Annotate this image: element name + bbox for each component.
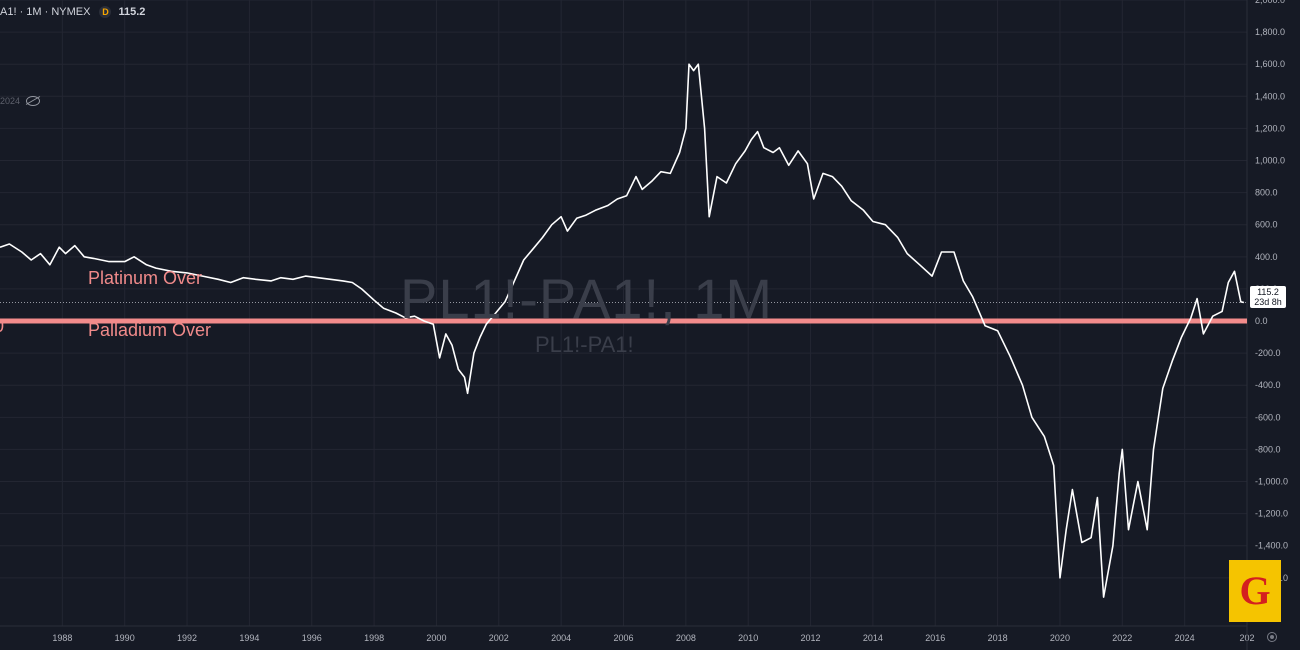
eye-hidden-icon[interactable] bbox=[26, 96, 41, 106]
x-tick-label: 2006 bbox=[613, 633, 633, 643]
publisher-logo: G bbox=[1229, 560, 1281, 622]
y-tick-label: -1,400.0 bbox=[1255, 541, 1288, 551]
data-badge: D bbox=[99, 6, 112, 18]
y-tick-label: 400.0 bbox=[1255, 252, 1278, 262]
x-tick-label: 2024 bbox=[1175, 633, 1195, 643]
palladium-over-label: Palladium Over bbox=[88, 320, 212, 340]
watermark-title: PL1!-PA1!, 1M bbox=[400, 267, 774, 330]
zero-line-label: 0 bbox=[0, 316, 4, 337]
y-tick-label: 1,000.0 bbox=[1255, 156, 1285, 166]
hidden-indicator-label: 2024 bbox=[0, 96, 21, 106]
y-tick-label: -200.0 bbox=[1255, 348, 1281, 358]
y-tick-label: -400.0 bbox=[1255, 380, 1281, 390]
y-tick-label: 1,200.0 bbox=[1255, 123, 1285, 133]
watermark-subtitle: PL1!-PA1! bbox=[535, 332, 634, 357]
y-tick-label: -600.0 bbox=[1255, 412, 1281, 422]
symbol-legend[interactable]: A1! · 1M · NYMEX D 115.2 bbox=[0, 3, 145, 21]
x-tick-label: 1998 bbox=[364, 633, 384, 643]
x-tick-label: 2004 bbox=[551, 633, 571, 643]
bar-countdown: 23d 8h bbox=[1254, 297, 1282, 307]
x-tick-label: 2022 bbox=[1112, 633, 1132, 643]
y-tick-label: 800.0 bbox=[1255, 188, 1278, 198]
x-tick-label: 1996 bbox=[302, 633, 322, 643]
x-tick-label: 2018 bbox=[988, 633, 1008, 643]
series-line bbox=[0, 63, 1245, 598]
platinum-over-label: Platinum Over bbox=[88, 268, 203, 288]
y-tick-label: 1,600.0 bbox=[1255, 59, 1285, 69]
x-tick-label: 2016 bbox=[925, 633, 945, 643]
x-tick-label: 1994 bbox=[239, 633, 259, 643]
last-price-tag: 115.2 23d 8h bbox=[1250, 286, 1286, 308]
hidden-indicator[interactable]: 2024 bbox=[0, 96, 41, 106]
y-tick-label: 2,000.0 bbox=[1255, 0, 1285, 5]
x-tick-label: 1990 bbox=[115, 633, 135, 643]
y-tick-label: 0.0 bbox=[1255, 316, 1268, 326]
y-tick-label: 1,400.0 bbox=[1255, 91, 1285, 101]
x-tick-label: 2020 bbox=[1050, 633, 1070, 643]
x-tick-label: 2010 bbox=[738, 633, 758, 643]
x-tick-label: 1988 bbox=[52, 633, 72, 643]
y-tick-label: -800.0 bbox=[1255, 444, 1281, 454]
x-tick-label: 2000 bbox=[426, 633, 446, 643]
y-tick-label: 1,800.0 bbox=[1255, 27, 1285, 37]
y-tick-label: -1,000.0 bbox=[1255, 477, 1288, 487]
x-tick-label: 2012 bbox=[801, 633, 821, 643]
x-tick-label: 2002 bbox=[489, 633, 509, 643]
last-price-value: 115.2 bbox=[1257, 287, 1279, 297]
x-tick-label: 2008 bbox=[676, 633, 696, 643]
legend-last-value: 115.2 bbox=[118, 6, 146, 18]
gear-icon[interactable] bbox=[1267, 632, 1277, 642]
x-tick-label: 2014 bbox=[863, 633, 883, 643]
y-tick-label: 600.0 bbox=[1255, 220, 1278, 230]
logo-letter: G bbox=[1239, 568, 1271, 613]
y-tick-label: -1,200.0 bbox=[1255, 509, 1288, 519]
x-tick-label: 1992 bbox=[177, 633, 197, 643]
symbol-text: A1! · 1M · NYMEX bbox=[0, 6, 91, 18]
